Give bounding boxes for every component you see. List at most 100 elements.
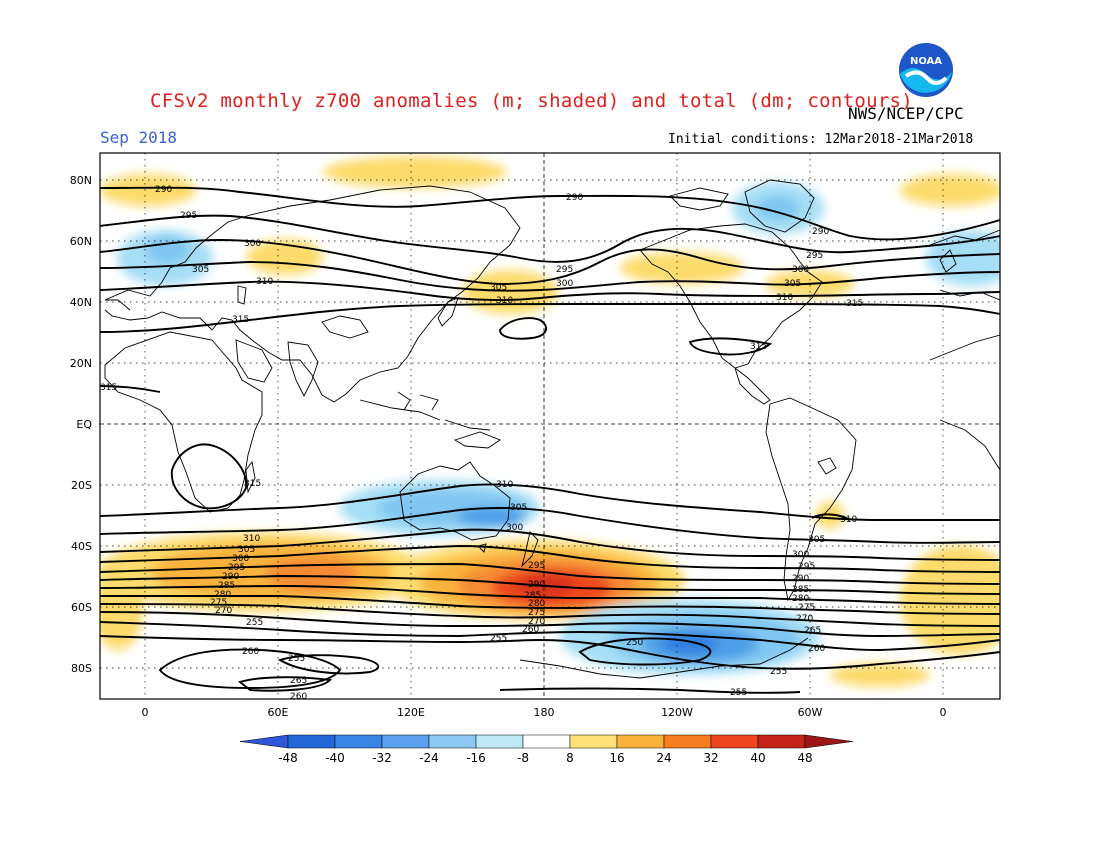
map-frame — [99, 152, 1001, 700]
coastline-eurasia — [104, 185, 521, 403]
contour-label: 260 — [242, 647, 259, 657]
color-bar-segment — [428, 734, 477, 749]
contour-280-south — [100, 585, 1000, 605]
agency-credit: NWS/NCEP/CPC — [848, 104, 964, 123]
contour-label: 295 — [556, 265, 573, 275]
contour-305-south — [100, 507, 1000, 544]
anomaly-positive-japan — [462, 270, 558, 314]
color-bar-segment — [334, 734, 383, 749]
lat-tick-label: 80N — [70, 174, 92, 187]
contour-label: 270 — [796, 614, 813, 624]
contour-275-south — [100, 595, 1000, 615]
coastline-uk — [939, 249, 957, 273]
contour-265-south — [100, 611, 1000, 637]
color-bar-segment — [287, 734, 336, 749]
color-bar-label: 48 — [797, 751, 812, 765]
lat-tick-label: 20N — [70, 357, 92, 370]
contour-315-north — [100, 303, 1000, 333]
lat-tick-label: 40S — [71, 540, 92, 553]
coastline-tasmania — [477, 543, 487, 553]
contour-label: 315 — [100, 383, 117, 393]
contour-300-north — [100, 239, 1000, 285]
coastline-greenland — [744, 179, 815, 233]
color-bar-segment — [616, 734, 665, 749]
contour-label: 285 — [218, 581, 235, 591]
coastline-north-america — [639, 223, 823, 369]
lat-tick-label: EQ — [76, 418, 92, 431]
contour-270-south — [100, 603, 1000, 627]
contour-labels: 290 290 295 300 305 310 315 315 295 300 … — [100, 185, 863, 702]
contour-310-south-america — [811, 513, 851, 521]
contour-label: 265 — [290, 676, 307, 686]
contour-label: 305 — [192, 265, 209, 275]
color-bar-label: 16 — [609, 751, 624, 765]
contour-label: 305 — [784, 279, 801, 289]
color-bar-label: -24 — [419, 751, 439, 765]
contour-label: 315 — [232, 315, 249, 325]
contour-label: 290 — [812, 227, 829, 237]
lon-tick-label: 0 — [940, 706, 947, 719]
contour-label: 305 — [808, 535, 825, 545]
coastline-lake-asia — [321, 315, 369, 339]
contour-label: 255 — [770, 667, 787, 677]
contour-label: 275 — [798, 603, 815, 613]
contour-label: 280 — [528, 599, 545, 609]
lat-tick-label: 20S — [71, 479, 92, 492]
contour-label: 290 — [792, 574, 809, 584]
color-bar-labels: -48 -40 -32 -24 -16 -8 8 16 24 32 40 48 — [278, 751, 812, 765]
contour-label: 310 — [256, 277, 273, 287]
anomaly-negative-greenland-16 — [756, 196, 800, 220]
color-bar-label: 40 — [750, 751, 765, 765]
color-bar-arrow-high — [804, 734, 854, 749]
coastline-indonesia — [359, 391, 491, 431]
color-bar-label: -8 — [517, 751, 529, 765]
coastline-india — [287, 341, 319, 398]
color-bar-segment — [381, 734, 430, 749]
contour-label: 310 — [496, 480, 513, 490]
color-bar-label: -16 — [466, 751, 486, 765]
coastline-south-america — [765, 397, 857, 602]
coastline-canadian-arctic — [669, 187, 729, 211]
contour-310-south — [100, 483, 1000, 521]
contour-label: 305 — [238, 545, 255, 555]
axis-tick-labels: 80N 60N 40N 20N EQ 20S 40S 60S 80S 0 60E… — [70, 174, 947, 719]
contour-265-closed — [237, 676, 333, 692]
contour-label: 280 — [792, 594, 809, 604]
contour-255-closed-antarctic — [277, 654, 380, 675]
contour-label: 310 — [776, 293, 793, 303]
contour-290-south — [100, 563, 1000, 585]
contour-label: 310 — [243, 534, 260, 544]
anomaly-positive-north-atlantic-wrap — [900, 174, 1000, 206]
contour-285-south — [100, 575, 1000, 595]
color-bar-label: -32 — [372, 751, 392, 765]
anomaly-positive-north-atlantic — [100, 174, 196, 206]
contour-label: 315 — [750, 342, 767, 352]
color-bar-segments — [239, 734, 854, 749]
contour-315-tropics — [100, 385, 161, 393]
contour-label: 275 — [210, 598, 227, 608]
contour-250-closed — [578, 637, 712, 666]
contour-315-closed-pacific — [499, 317, 548, 340]
color-bar-segment — [475, 734, 524, 749]
contour-label: 300 — [792, 550, 809, 560]
contour-label: 295 — [228, 563, 245, 573]
contour-label: 305 — [510, 503, 527, 513]
contour-label: 285 — [792, 585, 809, 595]
contour-label: 300 — [556, 279, 573, 289]
contour-315-south-africa — [171, 443, 247, 510]
contour-label: 300 — [232, 554, 249, 564]
color-bar-label: 32 — [703, 751, 718, 765]
contour-label: 285 — [524, 591, 541, 601]
lat-tick-label: 60N — [70, 235, 92, 248]
coastline-madagascar — [245, 460, 256, 494]
contour-label: 270 — [215, 606, 232, 616]
color-bar-segment — [710, 734, 759, 749]
lon-tick-label: 0 — [142, 706, 149, 719]
contour-label: 305 — [490, 283, 507, 293]
lon-tick-label: 180 — [534, 706, 555, 719]
figure-title: CFSv2 monthly z700 anomalies (m; shaded)… — [150, 90, 914, 112]
coastline-africa-wrap — [929, 334, 1000, 471]
contour-label: 300 — [244, 239, 261, 249]
